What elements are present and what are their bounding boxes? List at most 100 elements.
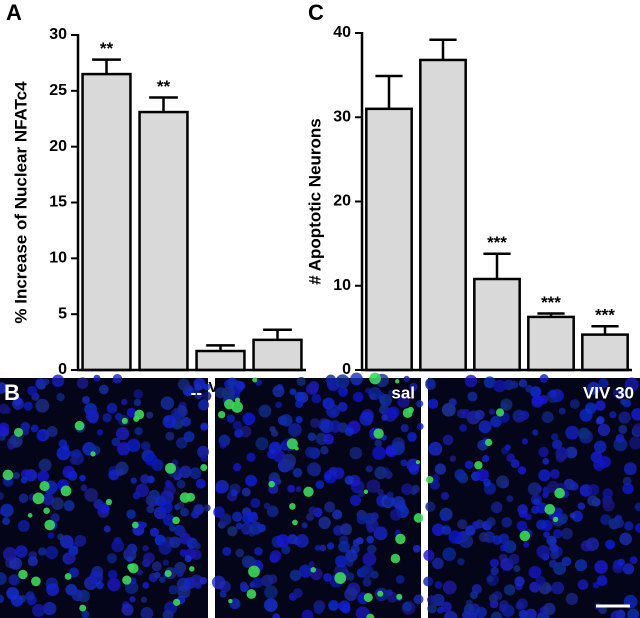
- stained-cell: [369, 372, 381, 385]
- nucleus: [304, 446, 316, 458]
- nucleus: [112, 374, 123, 384]
- nucleus: [550, 550, 560, 560]
- stained-cell: [131, 521, 139, 529]
- stained-cell: [474, 461, 483, 470]
- nucleus: [0, 572, 7, 586]
- nucleus: [614, 518, 625, 529]
- nucleus: [597, 423, 611, 437]
- stained-cell: [495, 408, 505, 417]
- nucleus: [629, 556, 638, 565]
- nucleus: [36, 431, 46, 441]
- nucleus: [543, 602, 556, 616]
- nucleus: [295, 534, 309, 548]
- nucleus: [344, 427, 354, 437]
- nucleus: [362, 577, 372, 587]
- nucleus: [126, 556, 133, 563]
- nucleus: [501, 517, 512, 528]
- nucleus: [96, 581, 104, 590]
- nucleus: [561, 556, 572, 567]
- nucleus: [250, 497, 261, 508]
- nucleus: [276, 534, 290, 548]
- nucleus: [10, 594, 24, 607]
- nucleus: [324, 501, 336, 513]
- nucleus: [434, 463, 447, 475]
- bar: [581, 333, 629, 372]
- nucleus: [504, 584, 516, 596]
- nucleus: [521, 438, 529, 445]
- nucleus: [7, 443, 15, 450]
- stained-cell: [363, 489, 369, 494]
- bar: [527, 315, 575, 372]
- nucleus: [195, 478, 206, 489]
- nucleus: [107, 577, 121, 592]
- nucleus: [548, 389, 558, 398]
- nucleus: [35, 398, 50, 413]
- stained-cell: [90, 451, 96, 457]
- nucleus: [401, 483, 413, 495]
- stained-cell: [415, 460, 420, 465]
- nucleus: [490, 611, 503, 618]
- nucleus: [130, 477, 137, 484]
- stained-cell: [234, 397, 241, 403]
- stained-cell: [377, 590, 384, 597]
- nucleus: [79, 474, 86, 482]
- nucleus: [472, 520, 481, 530]
- nucleus: [569, 399, 580, 410]
- nucleus: [121, 398, 128, 406]
- nucleus: [38, 458, 52, 472]
- nucleus: [350, 372, 363, 386]
- nucleus: [358, 490, 365, 498]
- nucleus: [387, 389, 395, 397]
- nucleus: [335, 374, 350, 389]
- nucleus: [535, 575, 546, 586]
- nucleus: [103, 525, 111, 533]
- nucleus: [427, 595, 437, 605]
- nucleus: [176, 569, 184, 578]
- nucleus: [184, 555, 192, 563]
- nucleus: [102, 413, 112, 423]
- nucleus: [627, 608, 640, 618]
- nucleus: [236, 381, 246, 391]
- nucleus: [151, 561, 162, 572]
- nucleus: [510, 459, 520, 468]
- nucleus: [292, 467, 303, 478]
- y-tick-label: 25: [49, 82, 67, 99]
- nucleus: [542, 458, 550, 465]
- stained-cell: [544, 504, 556, 515]
- nucleus: [416, 423, 424, 430]
- nucleus: [168, 585, 178, 595]
- nucleus: [457, 558, 465, 566]
- nucleus: [598, 378, 609, 389]
- nucleus: [133, 398, 142, 407]
- nucleus: [328, 420, 342, 433]
- nucleus: [200, 422, 209, 431]
- nucleus: [320, 446, 329, 455]
- nucleus: [159, 500, 173, 514]
- nucleus: [211, 575, 226, 590]
- nucleus: [227, 526, 238, 537]
- nucleus: [503, 379, 514, 391]
- nucleus: [154, 571, 161, 579]
- nucleus: [448, 530, 462, 544]
- nucleus: [68, 471, 76, 479]
- significance-label: **: [157, 77, 171, 96]
- nucleus: [96, 429, 104, 436]
- nucleus: [482, 454, 490, 463]
- nucleus: [0, 509, 7, 516]
- nucleus: [242, 512, 254, 524]
- nucleus: [74, 534, 87, 547]
- nucleus: [115, 426, 130, 441]
- nucleus: [437, 606, 444, 614]
- nucleus: [12, 472, 20, 480]
- nucleus: [578, 427, 590, 440]
- stained-cell: [122, 575, 132, 585]
- nucleus: [585, 537, 600, 551]
- stained-cell: [395, 533, 406, 545]
- nucleus: [160, 490, 174, 505]
- stained-cell: [134, 409, 145, 420]
- nucleus: [374, 466, 388, 480]
- nucleus: [235, 548, 245, 558]
- nucleus: [593, 459, 605, 471]
- nucleus: [179, 465, 192, 479]
- stained-cell: [173, 598, 181, 606]
